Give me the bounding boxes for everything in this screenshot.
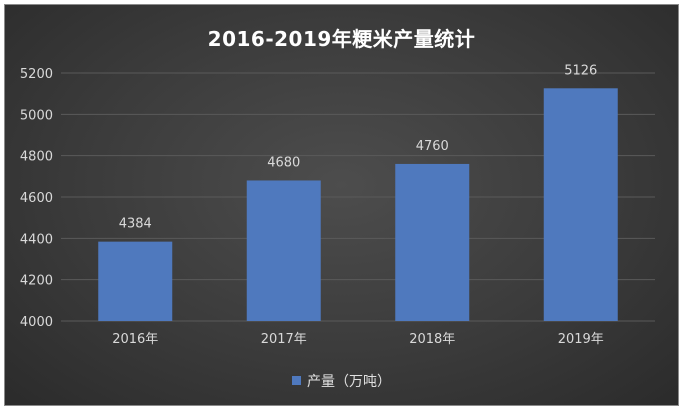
y-tick-label: 4000 [20,315,53,330]
x-tick-label: 2016年 [112,332,158,347]
y-tick-label: 4800 [20,150,53,165]
x-tick-label: 2019年 [558,332,604,347]
legend: 产量（万吨） [5,371,678,391]
y-tick-label: 4600 [20,191,53,206]
bar [543,88,618,321]
data-label: 5126 [564,63,597,78]
chart-title: 2016-2019年粳米产量统计 [207,27,476,51]
data-label: 4384 [119,217,152,232]
y-tick-label: 5000 [20,108,53,123]
x-tick-label: 2017年 [261,332,307,347]
bar [246,180,321,321]
bar [98,241,173,321]
chart-area: 2016-2019年粳米产量统计 4000 4200 4400 4600 4800 500… [4,4,679,406]
legend-label: 产量（万吨） [307,374,391,390]
legend-swatch [292,376,301,385]
plot-area: 4000 4200 4400 4600 4800 5000 5200 4384 2016年 468… [20,63,655,347]
x-tick-label: 2018年 [409,332,455,347]
y-tick-label: 4400 [20,232,53,247]
y-tick-label: 4200 [20,274,53,289]
data-label: 4680 [267,155,300,170]
bar [395,163,470,321]
data-label: 4760 [416,139,449,154]
y-tick-label: 5200 [20,67,53,82]
